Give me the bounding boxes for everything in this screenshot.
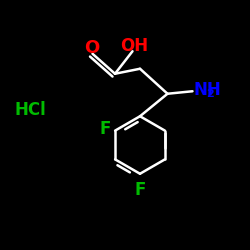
Text: O: O	[84, 39, 99, 57]
Text: F: F	[134, 181, 146, 199]
Text: NH: NH	[194, 81, 222, 99]
Text: HCl: HCl	[14, 101, 46, 119]
Text: F: F	[100, 120, 111, 138]
Text: OH: OH	[120, 37, 148, 55]
Text: 2: 2	[206, 89, 214, 99]
